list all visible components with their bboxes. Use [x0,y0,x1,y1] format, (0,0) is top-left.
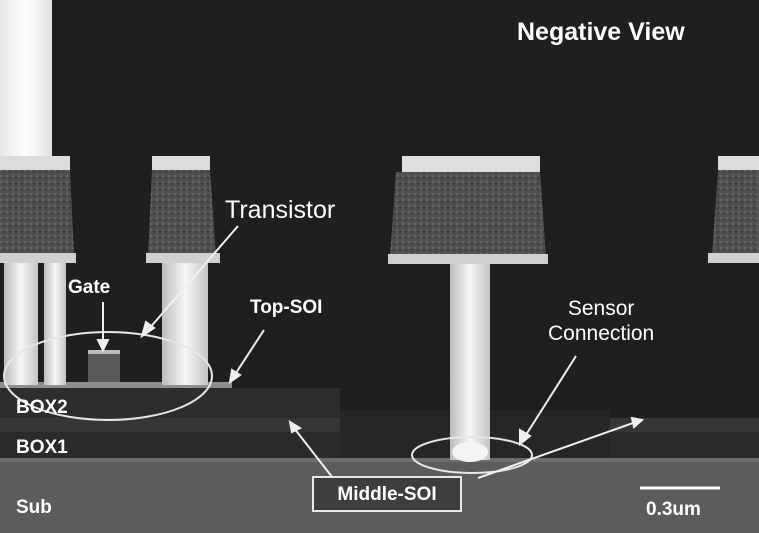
top-soi-label: Top-SOI [250,297,323,318]
top-soi-layer [0,382,232,388]
mid-plug [162,263,208,385]
right-metal-block [712,170,759,255]
sensor-arrow [523,355,577,439]
box2-layer [0,388,340,418]
gate-top [88,350,120,354]
sensor-label-line1: Sensor [567,297,635,320]
middle-soi-layer [0,418,340,432]
sensor-metal-cap [402,156,540,172]
transistor-outline [3,331,213,421]
sensor-metal-base [388,254,548,264]
sensor-via-column [450,264,490,460]
mid-metal-block [148,170,216,255]
middle-soi-arrow-left [293,427,337,483]
mid-metal-base [146,253,220,263]
left-upper-via [0,0,52,160]
gate-label: Gate [68,277,111,298]
middle-soi-layer-right [610,418,759,432]
transistor-label: Transistor [225,196,336,224]
mid-metal-cap [152,156,210,170]
middle-soi-arrow-right [477,421,637,479]
substrate-label: Sub [16,497,52,518]
left-metal-base [0,253,76,263]
sensor-via-foot [452,442,488,462]
box1-label: BOX1 [16,437,68,458]
gate-structure [88,350,120,382]
scale-bar-label: 0.3um [646,499,701,520]
sensor-connection-label: Sensor Connection [548,296,654,346]
left-plug-a [4,263,38,385]
left-metal-cap [0,156,70,170]
transistor-arrow [147,225,239,331]
view-title: Negative View [517,18,685,46]
sensor-metal-block [390,172,546,256]
right-metal-cap [718,156,759,170]
substrate-top-edge [0,458,759,462]
box2-label: BOX2 [16,397,68,418]
middle-soi-label: Middle-SOI [312,476,462,512]
left-plug-b [44,263,66,385]
top-soi-arrow [233,329,265,377]
sensor-connection-outline [411,436,533,474]
sensor-label-line2: Connection [548,322,655,346]
left-metal-block [0,170,74,255]
right-metal-base [708,253,759,263]
